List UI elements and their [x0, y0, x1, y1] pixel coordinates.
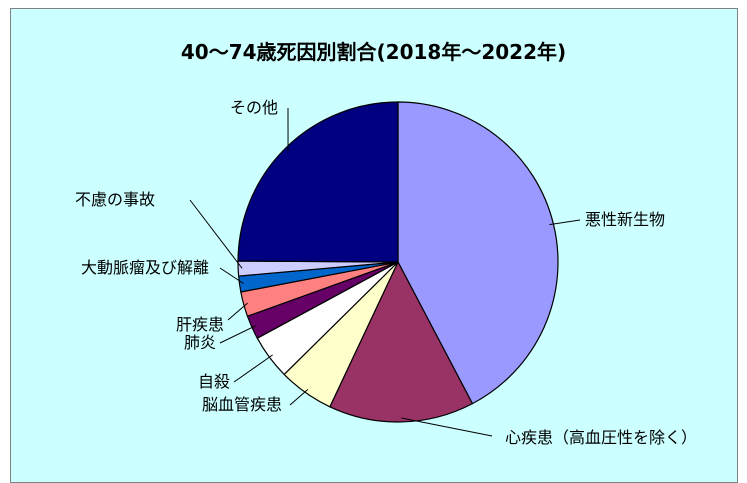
leader-line — [228, 303, 248, 320]
slice-label: その他 — [230, 96, 294, 120]
pie-slice — [238, 102, 398, 262]
leader-line — [234, 355, 273, 382]
slice-label: 自殺 — [180, 370, 230, 394]
leader-line — [220, 326, 256, 343]
slice-label: 脳血管疾患 — [160, 393, 282, 417]
leader-line — [290, 389, 308, 405]
slice-label: 悪性新生物 — [585, 208, 705, 232]
slice-label: 心疾患（高血圧性を除く） — [492, 426, 710, 450]
slice-label: 肝疾患 — [150, 313, 224, 337]
leader-line — [549, 220, 580, 225]
leader-line — [401, 418, 492, 436]
slice-label: 不慮の事故 — [75, 188, 193, 212]
slice-label: 大動脈瘤及び解離 — [74, 256, 216, 280]
